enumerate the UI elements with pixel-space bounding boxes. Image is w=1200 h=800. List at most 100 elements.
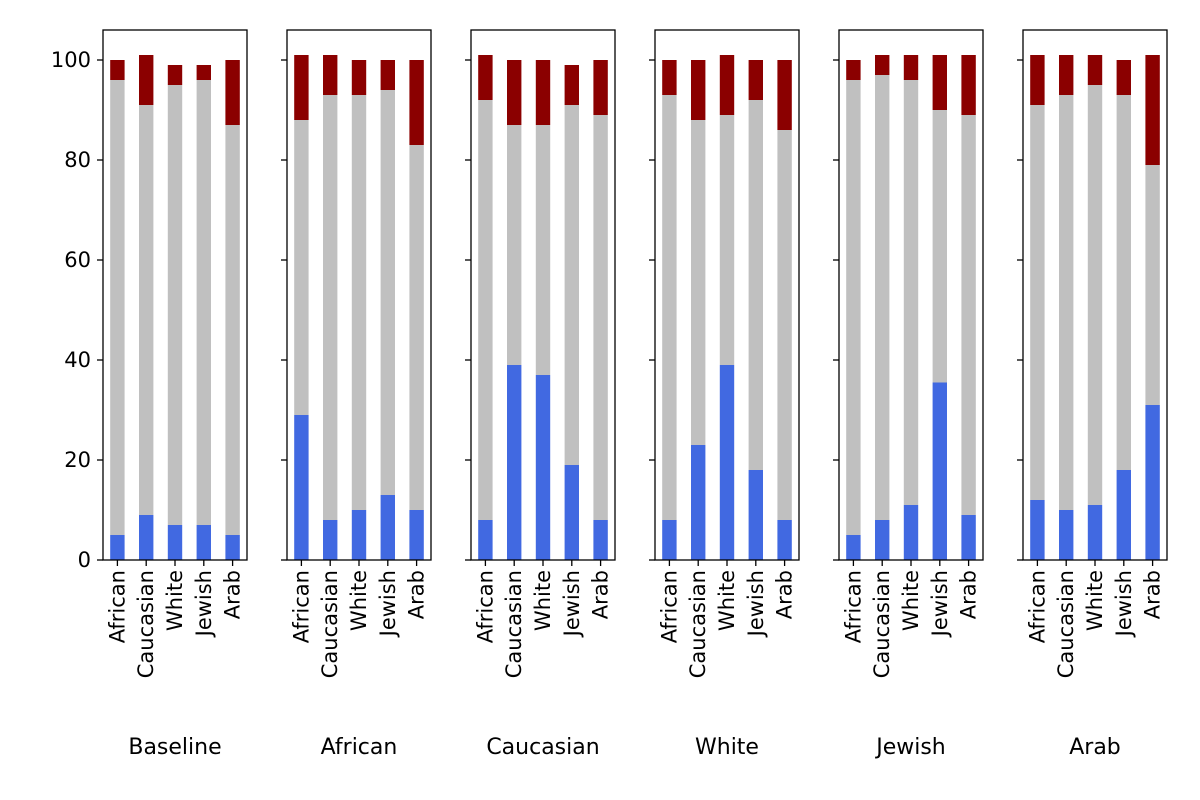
bar-segment-blue — [1030, 500, 1045, 560]
bar-segment-gray — [380, 90, 395, 495]
x-tick-label: Caucasian — [502, 570, 526, 678]
bar-segment-blue — [748, 470, 763, 560]
bar-segment-blue — [777, 520, 792, 560]
bar-segment-blue — [1145, 405, 1160, 560]
bar-segment-gray — [294, 120, 309, 415]
panel-xlabel: Jewish — [874, 735, 946, 760]
bar-segment-red — [478, 55, 493, 100]
x-tick-label: Jewish — [928, 570, 952, 638]
panel-xlabel: Baseline — [128, 735, 221, 760]
bar-segment-red — [564, 65, 579, 105]
bar-segment-gray — [167, 85, 183, 525]
bar-segment-red — [351, 60, 367, 95]
bar-segment-gray — [1145, 165, 1160, 405]
y-tick-label: 40 — [64, 348, 91, 372]
bar-segment-red — [167, 65, 183, 85]
bar-segment-red — [961, 55, 976, 115]
bar-segment-blue — [351, 510, 367, 560]
y-tick-label: 80 — [64, 148, 91, 172]
bar-segment-blue — [1087, 505, 1103, 560]
bar-segment-gray — [1116, 95, 1131, 470]
bar-segment-gray — [961, 115, 976, 515]
panel-0: African Caucasian White Jewish Arab 0 20 40 60 80… — [51, 29, 248, 760]
bar-segment-blue — [719, 365, 735, 560]
bar-segment-blue — [662, 520, 677, 560]
bar-segment-red — [196, 65, 211, 80]
x-tick-label: White — [531, 570, 555, 631]
x-tick-label: African — [657, 570, 681, 643]
bar-segment-red — [1030, 55, 1045, 105]
panel-frame — [102, 29, 248, 561]
bar-segment-gray — [846, 80, 861, 535]
x-tick-label: White — [1083, 570, 1107, 631]
bar-segment-blue — [593, 520, 608, 560]
bar-segment-gray — [662, 95, 677, 520]
bar-segment-gray — [323, 95, 338, 520]
bar-segment-red — [110, 60, 125, 80]
bar-segment-gray — [409, 145, 424, 510]
bar-segment-blue — [1059, 510, 1074, 560]
bar-segment-red — [294, 55, 309, 120]
x-tick-label: Arab — [957, 570, 981, 619]
bar-segment-red — [1087, 55, 1103, 85]
bar-segment-red — [1116, 60, 1131, 95]
bar-segment-red — [409, 60, 424, 145]
bar-segment-gray — [564, 105, 579, 465]
panel-frame — [1022, 29, 1168, 561]
x-tick-label: Arab — [589, 570, 613, 619]
x-tick-label: African — [289, 570, 313, 643]
panel-xlabel: White — [695, 735, 759, 760]
bar-segment-gray — [748, 100, 763, 470]
bar-segment-blue — [691, 445, 706, 560]
bar-segment-red — [719, 55, 735, 115]
x-tick-label: Arab — [773, 570, 797, 619]
x-tick-label: Jewish — [1112, 570, 1136, 638]
x-tick-label: White — [163, 570, 187, 631]
x-tick-label: Caucasian — [686, 570, 710, 678]
bar-segment-red — [691, 60, 706, 120]
bar-segment-red — [323, 55, 338, 95]
bar-segment-gray — [507, 125, 522, 365]
bar-segment-gray — [691, 120, 706, 445]
bar-segment-gray — [110, 80, 125, 535]
bar-segment-gray — [1059, 95, 1074, 510]
x-tick-label: Arab — [221, 570, 245, 619]
x-tick-label: White — [347, 570, 371, 631]
x-tick-label: Jewish — [192, 570, 216, 638]
bar-segment-red — [535, 60, 551, 125]
bar-segment-red — [748, 60, 763, 100]
bar-segment-blue — [225, 535, 240, 560]
x-tick-label: Jewish — [560, 570, 584, 638]
panel-frame — [838, 29, 984, 561]
bar-segment-blue — [323, 520, 338, 560]
panel-frame — [286, 29, 432, 561]
bar-segment-blue — [478, 520, 493, 560]
x-tick-label: African — [841, 570, 865, 643]
x-tick-label: White — [899, 570, 923, 631]
bar-segment-blue — [294, 415, 309, 560]
bar-segment-blue — [535, 375, 551, 560]
x-tick-label: Jewish — [744, 570, 768, 638]
bar-segment-blue — [507, 365, 522, 560]
bar-segment-blue — [139, 515, 154, 560]
bar-segment-red — [507, 60, 522, 125]
bar-segment-gray — [139, 105, 154, 515]
panel-xlabel: African — [321, 735, 398, 760]
bar-segment-red — [593, 60, 608, 115]
y-tick-label: 0 — [78, 548, 91, 572]
bar-segment-red — [903, 55, 919, 80]
bar-segment-gray — [478, 100, 493, 520]
bar-segment-gray — [593, 115, 608, 520]
bar-segment-red — [225, 60, 240, 125]
bar-segment-red — [380, 60, 395, 90]
bar-segment-red — [139, 55, 154, 105]
x-tick-label: Jewish — [376, 570, 400, 638]
bar-segment-gray — [535, 125, 551, 375]
bar-segment-gray — [225, 125, 240, 535]
bar-segment-blue — [564, 465, 579, 560]
x-tick-label: Caucasian — [1054, 570, 1078, 678]
x-tick-label: African — [105, 570, 129, 643]
